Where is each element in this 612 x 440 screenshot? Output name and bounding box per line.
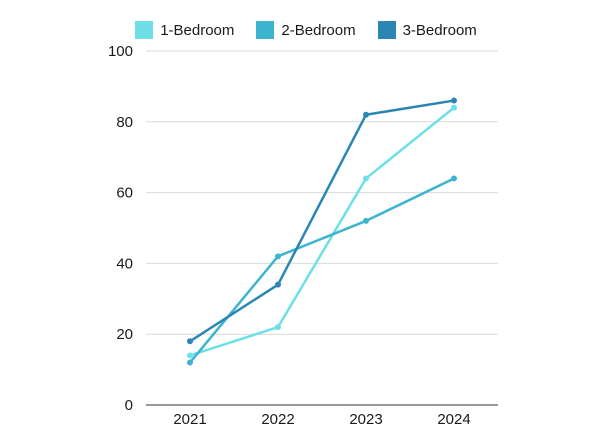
data-point-2-bedroom [363, 217, 369, 224]
legend: 1-Bedroom 2-Bedroom 3-Bedroom [0, 21, 612, 39]
legend-label-3-bedroom: 3-Bedroom [402, 21, 477, 39]
data-point-2-bedroom [187, 359, 193, 366]
legend-swatch-1-bedroom [135, 21, 154, 39]
legend-swatch-3-bedroom [377, 21, 396, 39]
data-point-3-bedroom [451, 97, 457, 104]
data-point-1-bedroom [451, 104, 457, 111]
y-tick-label: 20 [116, 326, 133, 343]
data-point-1-bedroom [187, 352, 193, 359]
y-tick-label: 60 [116, 185, 133, 202]
y-tick-label: 100 [108, 43, 133, 60]
data-point-2-bedroom [451, 175, 457, 182]
data-point-1-bedroom [275, 324, 281, 331]
y-tick-label: 80 [116, 114, 133, 131]
x-tick-label: 2022 [261, 411, 294, 428]
data-point-2-bedroom [275, 253, 281, 260]
y-tick-label: 40 [116, 255, 133, 272]
x-tick-label: 2023 [349, 411, 382, 428]
series-line-3-bedroom [188, 99, 456, 343]
legend-item-3-bedroom: 3-Bedroom [377, 21, 477, 39]
series-line-1-bedroom [188, 106, 456, 357]
data-point-1-bedroom [363, 175, 369, 182]
series-line-2-bedroom [188, 177, 456, 364]
legend-item-1-bedroom: 1-Bedroom [135, 21, 234, 39]
data-point-3-bedroom [275, 281, 281, 288]
x-tick-label: 2024 [437, 411, 470, 428]
legend-label-1-bedroom: 1-Bedroom [160, 21, 235, 39]
data-point-3-bedroom [187, 338, 193, 345]
data-point-3-bedroom [363, 111, 369, 118]
legend-label-2-bedroom: 2-Bedroom [281, 21, 356, 39]
legend-swatch-2-bedroom [256, 21, 275, 39]
y-tick-label: 0 [125, 397, 133, 414]
x-tick-label: 2021 [173, 411, 206, 428]
legend-item-2-bedroom: 2-Bedroom [256, 21, 356, 39]
